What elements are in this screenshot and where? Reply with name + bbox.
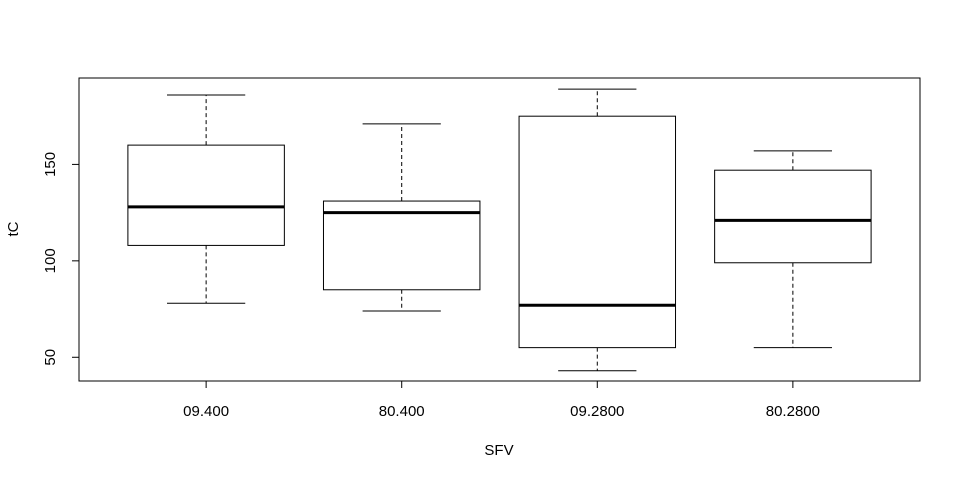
- box-2: [322, 123, 481, 312]
- box-body: [322, 200, 481, 291]
- box-4: [714, 150, 872, 349]
- box-body: [127, 144, 285, 246]
- x-axis: 09.400 80.400 09.2800 80.2800: [183, 381, 820, 420]
- box-body: [518, 115, 677, 349]
- box-1: [127, 94, 285, 304]
- x-tick-label: 09.400: [183, 403, 229, 420]
- axes: 09.400 80.400 09.2800 80.2800 50 100 150: [42, 77, 921, 420]
- y-axis-label: tC: [5, 221, 22, 236]
- plot-frame: [78, 77, 921, 382]
- y-axis: 50 100 150: [42, 152, 80, 366]
- x-tick-label: 09.2800: [570, 403, 624, 420]
- x-tick-label: 80.400: [379, 403, 425, 420]
- y-tick-label: 50: [42, 349, 59, 366]
- box-body: [714, 169, 872, 264]
- plot-area: [127, 88, 872, 372]
- y-tick-label: 100: [42, 248, 59, 273]
- x-tick-label: 80.2800: [766, 403, 820, 420]
- box-3: [518, 88, 677, 372]
- y-tick-label: 150: [42, 152, 59, 177]
- x-axis-label: SFV: [484, 442, 513, 459]
